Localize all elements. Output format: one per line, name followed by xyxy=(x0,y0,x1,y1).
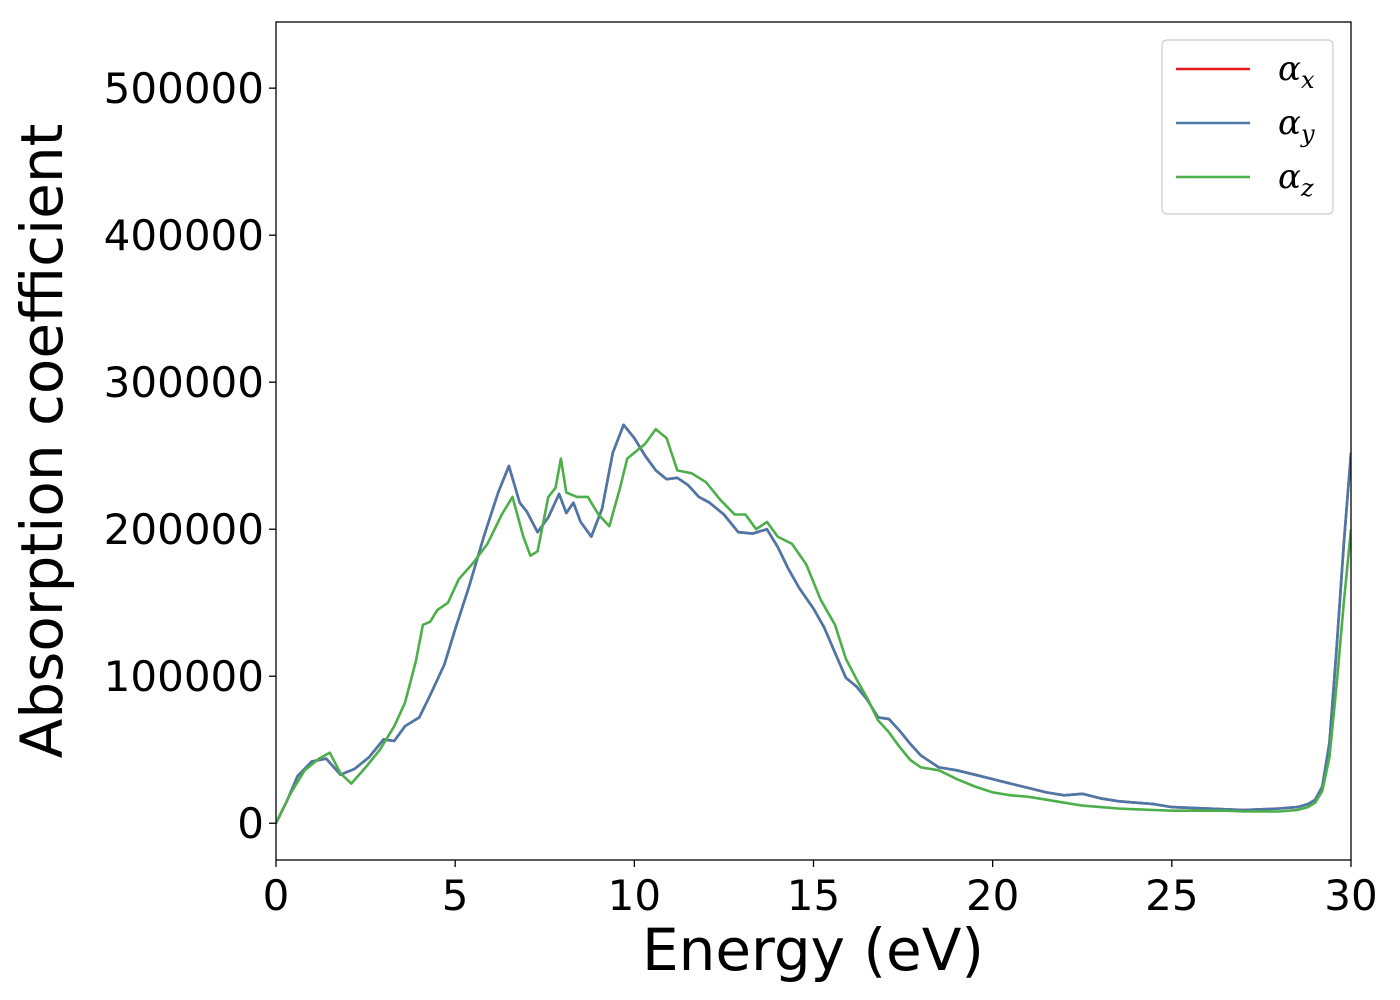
x-tick-label: 25 xyxy=(1145,871,1198,920)
legend-subscript: x xyxy=(1301,66,1315,94)
y-tick-label: 100000 xyxy=(104,652,264,701)
legend-subscript: z xyxy=(1300,174,1314,202)
legend-symbol: α xyxy=(1278,103,1301,143)
legend-symbol: α xyxy=(1278,49,1301,89)
x-tick-label: 15 xyxy=(787,871,840,920)
x-tick-label: 10 xyxy=(608,871,661,920)
y-tick-label: 0 xyxy=(237,799,264,848)
series-line-y xyxy=(276,423,1351,824)
x-tick-label: 5 xyxy=(442,871,469,920)
series-layer xyxy=(276,423,1351,824)
x-tick-label: 20 xyxy=(966,871,1019,920)
legend-subscript: y xyxy=(1300,120,1315,148)
y-axis-title: Absorption coefficient xyxy=(8,124,76,759)
legend-symbol: α xyxy=(1278,157,1301,197)
legend-box xyxy=(1161,39,1334,215)
y-tick-label: 300000 xyxy=(104,358,264,407)
series-line-z xyxy=(276,427,1351,824)
legend-label-y: αy xyxy=(1278,103,1315,148)
y-tick-label: 200000 xyxy=(104,505,264,554)
y-axis: 0 100000 200000 300000 400000 500000 xyxy=(104,64,276,848)
x-tick-label: 30 xyxy=(1324,871,1377,920)
y-tick-label: 400000 xyxy=(104,211,264,260)
legend-label-z: αz xyxy=(1278,157,1314,202)
y-tick-label: 500000 xyxy=(104,64,264,113)
x-axis: 0 5 10 15 20 25 30 xyxy=(263,860,1378,920)
series-line-x xyxy=(276,423,1351,824)
x-axis-title: Energy (eV) xyxy=(642,916,984,984)
x-tick-label: 0 xyxy=(263,871,290,920)
legend-label-x: αx xyxy=(1278,49,1315,94)
